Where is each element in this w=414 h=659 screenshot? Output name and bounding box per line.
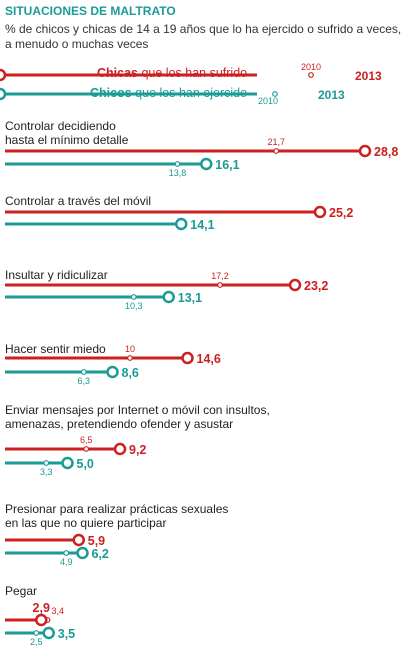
marker-girls-2013-0 bbox=[358, 144, 372, 158]
marker-girls-2010-4 bbox=[83, 446, 90, 452]
value-label-girls-2013-4: 9,2 bbox=[129, 443, 146, 457]
marker-boys-2013-4 bbox=[61, 456, 74, 470]
value-label-girls-2013-5: 5,9 bbox=[88, 534, 105, 548]
value-label-boys-2013-0: 16,1 bbox=[215, 158, 239, 172]
value-label-boys-2010-5: 4,9 bbox=[60, 557, 73, 567]
marker-girls-2010-3 bbox=[127, 355, 133, 361]
value-label-girls-2010-2: 17,2 bbox=[211, 271, 229, 281]
marker-boys-2010-2 bbox=[130, 294, 137, 300]
value-label-boys-2010-3: 6,3 bbox=[77, 376, 90, 386]
marker-girls-2013-3 bbox=[181, 351, 194, 365]
marker-girls-2013-1 bbox=[313, 205, 327, 219]
value-label-boys-2013-1: 14,1 bbox=[190, 218, 214, 232]
value-label-boys-2013-5: 6,2 bbox=[92, 547, 109, 561]
category-label: Hacer sentir miedo bbox=[5, 342, 106, 356]
legend-boys-year-2013: 2013 bbox=[318, 88, 345, 102]
marker-girls-2013-5 bbox=[72, 533, 85, 547]
marker-boys-2013-3 bbox=[106, 365, 119, 379]
marker-girls-2013-4 bbox=[113, 442, 127, 456]
marker-boys-2013-6 bbox=[42, 626, 55, 640]
legend-girls-2010-marker bbox=[308, 72, 314, 78]
value-label-boys-2013-4: 5,0 bbox=[77, 457, 94, 471]
category-label: Presionar para realizar prácticas sexual… bbox=[5, 502, 229, 530]
value-label-girls-2010-0: 21,7 bbox=[267, 137, 285, 147]
legend-girls-year-2013: 2013 bbox=[355, 69, 382, 83]
legend-boys-2010-marker bbox=[272, 91, 278, 97]
legend-boys-2013-marker bbox=[0, 87, 7, 101]
marker-boys-2010-0 bbox=[174, 161, 181, 167]
marker-boys-2013-2 bbox=[162, 290, 175, 304]
value-label-boys-2010-2: 10,3 bbox=[125, 301, 143, 311]
marker-boys-2013-1 bbox=[175, 217, 188, 231]
marker-girls-2010-2 bbox=[217, 282, 223, 288]
marker-boys-2010-6 bbox=[33, 630, 40, 636]
marker-boys-2010-5 bbox=[63, 550, 70, 556]
marker-boys-2010-3 bbox=[80, 369, 87, 375]
value-label-boys-2013-2: 13,1 bbox=[178, 291, 202, 305]
category-label: Controlar decidiendo hasta el mínimo det… bbox=[5, 119, 129, 147]
category-label: Insultar y ridiculizar bbox=[5, 268, 108, 282]
marker-boys-2013-5 bbox=[76, 546, 89, 560]
value-label-boys-2010-6: 2,5 bbox=[30, 637, 43, 647]
marker-boys-2010-4 bbox=[43, 460, 50, 466]
legend-girls-2013-marker bbox=[0, 68, 7, 82]
value-label-girls-2010-6: 3,4 bbox=[52, 606, 65, 616]
value-label-girls-2013-2: 23,2 bbox=[304, 279, 328, 293]
category-label: Enviar mensajes por Internet o móvil con… bbox=[5, 403, 270, 431]
value-label-boys-2010-4: 3,3 bbox=[40, 467, 53, 477]
marker-girls-2013-2 bbox=[288, 278, 302, 292]
value-label-girls-2013-6: 2,9 bbox=[33, 601, 50, 615]
value-label-girls-2013-3: 14,6 bbox=[197, 352, 221, 366]
category-label: Controlar a través del móvil bbox=[5, 194, 152, 208]
marker-girls-2013-6 bbox=[35, 613, 48, 627]
value-label-boys-2010-0: 13,8 bbox=[169, 168, 187, 178]
legend-girls-year-2010: 2010 bbox=[301, 62, 321, 72]
value-label-girls-2013-0: 28,8 bbox=[374, 145, 398, 159]
value-label-girls-2010-3: 10 bbox=[125, 344, 135, 354]
legend-boys-year-2010: 2010 bbox=[258, 96, 278, 106]
value-label-boys-2013-6: 3,5 bbox=[58, 627, 75, 641]
category-label: Pegar bbox=[5, 584, 38, 598]
marker-girls-2010-0 bbox=[273, 148, 280, 154]
value-label-boys-2013-3: 8,6 bbox=[122, 366, 139, 380]
chart-subtitle: % de chicos y chicas de 14 a 19 años que… bbox=[5, 22, 402, 51]
marker-boys-2013-0 bbox=[200, 157, 213, 171]
value-label-girls-2010-4: 6,5 bbox=[80, 435, 93, 445]
value-label-girls-2013-1: 25,2 bbox=[329, 206, 353, 220]
chart-title: SITUACIONES DE MALTRATO bbox=[5, 4, 176, 18]
